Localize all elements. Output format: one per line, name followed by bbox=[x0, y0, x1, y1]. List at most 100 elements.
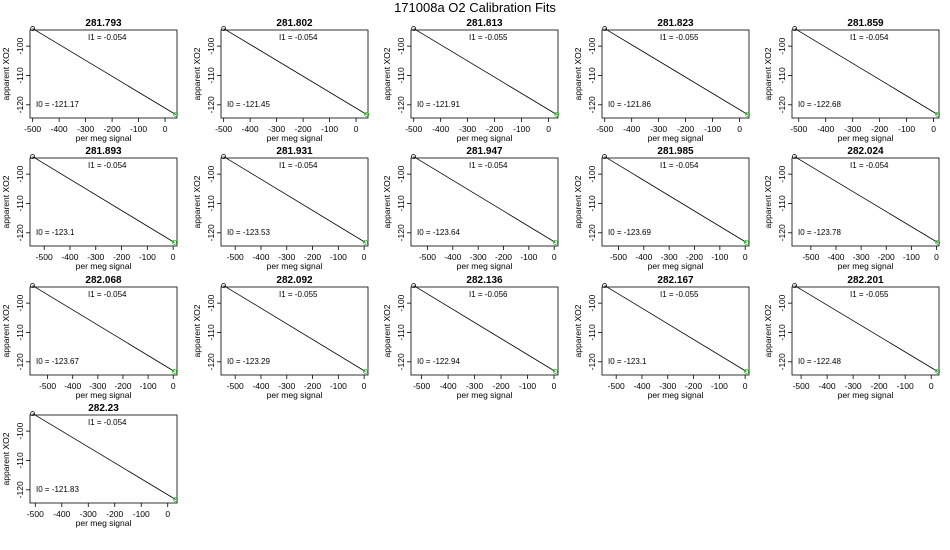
intercept-annotation: I0 = -122.94 bbox=[417, 357, 460, 366]
panel-281.893: 281.893 -500 -400 -300 -200 -100 0 -100 -110 -120… bbox=[1, 146, 178, 271]
x-axis-label: per meg signal bbox=[76, 133, 132, 143]
plot-frame bbox=[29, 286, 178, 376]
slope-annotation: I1 = -0.056 bbox=[469, 290, 508, 299]
y-tick-label: -120 bbox=[396, 96, 406, 113]
x-tick-label: 0 bbox=[163, 124, 168, 134]
y-axis-label: apparent XO2 bbox=[763, 47, 773, 100]
x-tick-label: 0 bbox=[931, 124, 936, 134]
x-tick-label: -300 bbox=[80, 509, 97, 519]
x-tick-label: -500 bbox=[608, 381, 625, 391]
y-tick-label: -120 bbox=[777, 353, 787, 370]
x-axis-label: per meg signal bbox=[838, 261, 894, 271]
x-tick-label: -100 bbox=[140, 381, 157, 391]
panel-title: 282.092 bbox=[276, 275, 313, 286]
x-tick-label: -200 bbox=[295, 124, 312, 134]
data-point-green bbox=[173, 112, 179, 117]
data-point-green bbox=[173, 497, 179, 502]
x-tick-label: 0 bbox=[546, 124, 551, 134]
plot-frame bbox=[410, 286, 559, 376]
x-axis-label: per meg signal bbox=[267, 390, 323, 400]
x-tick-label: -100 bbox=[330, 381, 347, 391]
data-point bbox=[221, 154, 226, 159]
y-tick-label: -120 bbox=[15, 224, 25, 241]
slope-annotation: I1 = -0.055 bbox=[850, 290, 889, 299]
x-tick-label: -300 bbox=[853, 252, 870, 262]
intercept-annotation: I0 = -123.1 bbox=[608, 357, 647, 366]
y-tick-label: -120 bbox=[587, 353, 597, 370]
slope-annotation: I1 = -0.054 bbox=[88, 418, 127, 427]
plot-frame bbox=[791, 29, 940, 119]
panel-282.201: 282.201 -500 -400 -300 -200 -100 0 -100 -110 -120… bbox=[763, 275, 941, 400]
panel-title: 282.167 bbox=[657, 275, 694, 286]
y-tick-label: -110 bbox=[206, 195, 216, 212]
y-tick-label: -110 bbox=[587, 324, 597, 341]
fit-line bbox=[223, 285, 366, 372]
panel-title: 282.23 bbox=[88, 403, 119, 414]
panel-282.167: 282.167 -500 -400 -300 -200 -100 0 -100 -110 -120… bbox=[573, 275, 750, 400]
y-tick-label: -100 bbox=[206, 37, 216, 54]
x-tick-label: -300 bbox=[845, 381, 862, 391]
panel-281.793: 281.793 -500 -400 -300 -200 -100 0 -100 -110 -120… bbox=[1, 18, 179, 143]
y-tick-label: -120 bbox=[587, 96, 597, 113]
x-tick-label: -500 bbox=[596, 124, 613, 134]
y-axis-label: apparent XO2 bbox=[573, 175, 583, 228]
slope-annotation: I1 = -0.054 bbox=[469, 161, 508, 170]
panel-281.859: 281.859 -500 -400 -300 -200 -100 0 -100 -110 -120… bbox=[763, 18, 941, 143]
intercept-annotation: I0 = -121.45 bbox=[227, 100, 270, 109]
y-axis-label: apparent XO2 bbox=[763, 175, 773, 228]
x-tick-label: -100 bbox=[704, 124, 721, 134]
x-tick-label: -200 bbox=[493, 381, 510, 391]
panel-282.024: 282.024 -500 -400 -300 -200 -100 0 -100 -110 -120… bbox=[763, 146, 941, 271]
x-tick-label: 0 bbox=[743, 252, 748, 262]
intercept-annotation: I0 = -121.83 bbox=[36, 485, 79, 494]
x-tick-label: -200 bbox=[685, 381, 702, 391]
data-point-green bbox=[554, 112, 560, 117]
x-tick-label: -300 bbox=[650, 124, 667, 134]
panel-title: 282.201 bbox=[847, 275, 884, 286]
y-tick-label: -110 bbox=[777, 195, 787, 212]
panel-282.092: 282.092 -500 -400 -300 -200 -100 0 -100 -110 -120… bbox=[192, 275, 369, 400]
fit-line bbox=[604, 156, 747, 243]
y-axis-label: apparent XO2 bbox=[1, 304, 11, 357]
fit-line bbox=[794, 28, 938, 115]
y-tick-label: -110 bbox=[587, 67, 597, 84]
x-tick-label: -100 bbox=[321, 124, 338, 134]
x-tick-label: -300 bbox=[844, 124, 861, 134]
data-point-green bbox=[744, 369, 749, 374]
data-point-green bbox=[172, 369, 177, 374]
panel-title: 281.859 bbox=[847, 18, 884, 29]
intercept-annotation: I0 = -123.64 bbox=[417, 228, 460, 237]
panel-282.23: 282.23 -500 -400 -300 -200 -100 0 -100 -110 -120 p… bbox=[1, 403, 179, 528]
x-tick-label: -100 bbox=[711, 252, 728, 262]
x-tick-label: 0 bbox=[737, 124, 742, 134]
data-point bbox=[792, 283, 798, 288]
slope-annotation: I1 = -0.054 bbox=[279, 33, 318, 42]
fit-line bbox=[223, 156, 366, 243]
data-point bbox=[602, 154, 607, 159]
data-point-green bbox=[364, 112, 370, 117]
intercept-annotation: I0 = -123.69 bbox=[608, 228, 651, 237]
plot-frame bbox=[791, 286, 940, 376]
y-tick-label: -110 bbox=[777, 67, 787, 84]
y-tick-label: -100 bbox=[206, 165, 216, 182]
x-tick-label: -200 bbox=[878, 252, 895, 262]
panel-282.068: 282.068 -500 -400 -300 -200 -100 0 -100 -110 -120… bbox=[1, 275, 178, 400]
x-tick-label: -400 bbox=[64, 381, 81, 391]
y-axis-label: apparent XO2 bbox=[1, 175, 11, 228]
y-axis-label: apparent XO2 bbox=[382, 304, 392, 357]
y-tick-label: -100 bbox=[15, 294, 25, 311]
panel-title: 281.985 bbox=[657, 146, 694, 157]
plot-frame bbox=[29, 157, 178, 247]
y-axis-label: apparent XO2 bbox=[573, 304, 583, 357]
slope-annotation: I1 = -0.055 bbox=[660, 290, 699, 299]
y-tick-label: -110 bbox=[396, 324, 406, 341]
x-tick-label: -200 bbox=[486, 124, 503, 134]
x-tick-label: -400 bbox=[252, 252, 269, 262]
data-point bbox=[30, 154, 35, 159]
x-tick-label: -400 bbox=[53, 509, 70, 519]
x-tick-label: -100 bbox=[519, 381, 536, 391]
panel-281.802: 281.802 -500 -400 -300 -200 -100 0 -100 -110 -120… bbox=[192, 18, 370, 143]
y-axis-label: apparent XO2 bbox=[1, 432, 11, 485]
x-axis-label: per meg signal bbox=[76, 518, 132, 528]
slope-annotation: I1 = -0.055 bbox=[279, 290, 318, 299]
